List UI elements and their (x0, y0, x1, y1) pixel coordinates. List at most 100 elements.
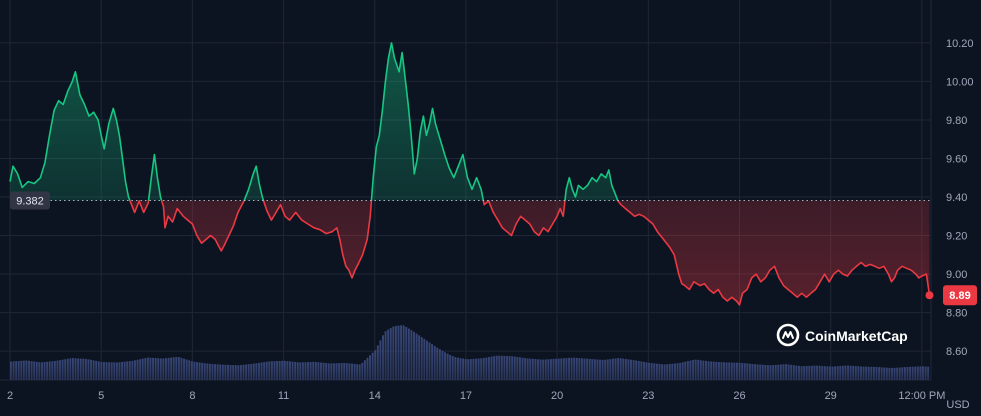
volume-bar (48, 361, 51, 380)
volume-bar (821, 366, 824, 380)
volume-bar (586, 358, 589, 380)
volume-bar (609, 359, 612, 380)
volume-bar (764, 364, 767, 380)
volume-bar (41, 362, 43, 380)
volume-bar (449, 354, 452, 380)
volume-bar (268, 361, 271, 380)
volume-bar (265, 361, 268, 380)
x-tick-label: 8 (189, 390, 195, 402)
volume-bar (203, 363, 206, 380)
volume-bar (857, 366, 860, 380)
price-line-up (9, 42, 619, 201)
volume-bar (38, 362, 41, 380)
volume-bar (374, 350, 377, 380)
volume-bar (208, 363, 211, 380)
volume-bar (671, 363, 674, 380)
volume-bar (139, 359, 142, 380)
volume-bar (467, 359, 470, 380)
volume-bar (43, 362, 46, 380)
watermark: CoinMarketCap (776, 323, 908, 347)
y-tick-label: 9.80 (946, 115, 967, 127)
volume-bar (865, 366, 868, 380)
volume-bar (565, 358, 568, 380)
volume-bar (562, 358, 565, 380)
volume-bar (560, 358, 563, 380)
volume-bar (221, 364, 224, 380)
volume-bar (239, 365, 242, 380)
volume-bar (676, 363, 679, 380)
volume-bar (330, 363, 333, 380)
volume-bar (777, 364, 780, 380)
volume-bar (617, 358, 620, 380)
volume-bar (387, 329, 390, 380)
volume-bar (728, 362, 731, 380)
volume-bar (573, 357, 576, 380)
price-area-down (10, 200, 930, 305)
volume-bar (229, 365, 232, 380)
volume-bar (33, 361, 36, 380)
logo-ring (776, 323, 800, 347)
volume-bar (526, 358, 529, 380)
volume-bar (103, 362, 105, 380)
volume-bar (927, 366, 930, 380)
volume-bar (816, 365, 819, 380)
volume-bar (712, 361, 715, 380)
volume-bar (227, 364, 229, 380)
volume-bar (893, 367, 896, 380)
volume-bar (425, 340, 428, 380)
volume-bar (255, 363, 258, 380)
volume-bar (591, 359, 594, 380)
volume-bar (301, 362, 304, 380)
volume-bar (198, 362, 201, 380)
volume-bar (924, 366, 927, 380)
volume-bar (407, 328, 410, 380)
volume-bar (903, 367, 906, 380)
volume-bar (808, 365, 811, 380)
volume-bar (686, 361, 689, 380)
volume-bar (490, 356, 493, 380)
watermark-text: CoinMarketCap (805, 328, 908, 344)
volume-bar (299, 362, 302, 380)
volume-bar (754, 364, 756, 380)
volume-bar (795, 365, 798, 380)
volume-bar (813, 365, 816, 380)
volume-bar (456, 357, 459, 380)
y-tick-label: 10.20 (946, 38, 974, 50)
volume-bar (805, 366, 808, 380)
volume-bar (736, 362, 738, 380)
volume-bar (97, 361, 100, 380)
volume-bar (469, 359, 472, 380)
volume-bar (95, 360, 98, 380)
volume-bar (860, 366, 862, 380)
volume-bar (134, 360, 136, 380)
volume-bar (872, 366, 875, 380)
x-tick-label: 20 (551, 390, 563, 402)
volume-bar (123, 361, 126, 380)
volume-bar (82, 358, 85, 380)
volume-bar (694, 359, 697, 380)
last-price-label: 8.89 (949, 290, 970, 302)
volume-bar (400, 325, 403, 380)
volume-bar (529, 358, 532, 380)
volume-bar (136, 359, 139, 380)
volume-bar (810, 365, 813, 380)
price-line-down (129, 200, 931, 306)
volume-bar (188, 360, 191, 380)
volume-bar (653, 363, 656, 380)
y-axis: 10.20 10.00 9.80 9.60 9.40 9.20 9.00 8.80 8.60 8.… (925, 38, 977, 358)
volume-bar (446, 353, 449, 380)
volume-bar (539, 359, 542, 380)
volume-bar (177, 357, 180, 380)
volume-bar (493, 356, 496, 380)
volume-bar (384, 331, 387, 380)
volume-bar (15, 361, 18, 380)
volume-bar (159, 358, 162, 380)
volume-bar (472, 358, 475, 380)
volume-bar (549, 359, 552, 380)
volume-bar (340, 363, 343, 380)
volume-bar (165, 358, 167, 380)
volume-bar (22, 360, 25, 380)
volume-bar (699, 360, 702, 380)
volume-bar (645, 362, 648, 380)
